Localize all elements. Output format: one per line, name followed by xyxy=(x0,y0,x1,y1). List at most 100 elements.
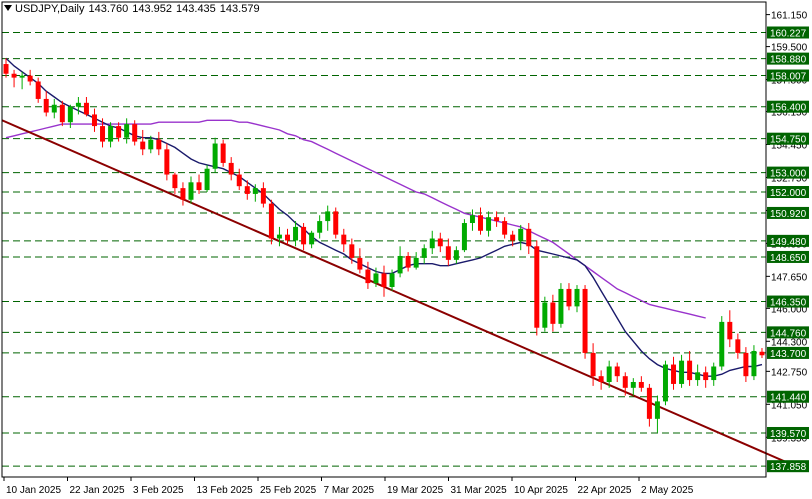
close-value: 143.579 xyxy=(219,3,260,15)
candle-down xyxy=(598,376,604,382)
candle-down xyxy=(671,364,677,384)
y-tick-label: 154.450 xyxy=(771,141,808,152)
candle-up xyxy=(751,350,757,377)
y-tick-label: 156.150 xyxy=(771,108,808,119)
candle-up xyxy=(558,288,564,324)
level-tag-label: 158.880 xyxy=(770,55,807,66)
y-tick-label: 144.300 xyxy=(771,337,808,348)
x-tick-label: 10 Apr 2025 xyxy=(514,485,568,496)
level-tag xyxy=(767,69,809,82)
candle-down xyxy=(743,352,749,377)
x-tick-label: 22 Apr 2025 xyxy=(578,485,632,496)
candle-up xyxy=(325,211,331,222)
x-tick-label: 3 Feb 2025 xyxy=(133,485,184,496)
candle-up xyxy=(453,250,459,260)
fast-ma-line xyxy=(5,57,763,377)
y-tick-label: 159.500 xyxy=(771,43,808,54)
high-value: 143.952 xyxy=(132,3,173,15)
candle-up xyxy=(518,228,524,241)
candle-down xyxy=(445,246,451,260)
level-tags: 160.227 158.880 158.007 156.400 154.750 153.0… xyxy=(767,26,809,473)
candle-down xyxy=(478,215,483,231)
low-value: 143.435 xyxy=(176,3,216,15)
candle-up xyxy=(421,248,427,258)
candle-down xyxy=(349,244,355,258)
candle-down xyxy=(140,141,146,150)
candle-up xyxy=(711,366,717,381)
candle-down xyxy=(727,321,733,340)
y-tick-label: 161.150 xyxy=(771,11,808,22)
candle-down xyxy=(494,217,500,222)
candle-down xyxy=(357,257,363,270)
candle-down xyxy=(622,376,628,388)
plot-border xyxy=(1,1,767,478)
y-tick-label: 141.050 xyxy=(771,400,808,411)
y-tick-label: 142.750 xyxy=(771,367,808,378)
x-tick-label: 2 May 2025 xyxy=(641,485,694,496)
candle-up xyxy=(486,217,492,231)
candle-up xyxy=(429,238,435,249)
candle-down xyxy=(132,124,138,142)
candle-up xyxy=(606,366,612,382)
candle-down xyxy=(172,174,178,189)
level-tag-label: 144.760 xyxy=(770,328,807,339)
candle-up xyxy=(630,382,636,388)
candle-up xyxy=(212,143,218,169)
level-tag-label: 154.750 xyxy=(770,135,807,146)
candle-up xyxy=(389,273,395,287)
candle-down xyxy=(687,360,693,381)
level-tag xyxy=(767,390,809,403)
candle-down xyxy=(614,366,620,377)
candle-down xyxy=(268,203,274,239)
candle-down xyxy=(638,382,644,388)
candle-down xyxy=(381,273,387,287)
candle-down xyxy=(566,288,572,307)
candle-down xyxy=(236,174,242,187)
candle-down xyxy=(228,162,234,175)
candle-down xyxy=(244,186,250,194)
candle-down xyxy=(164,149,170,175)
candle-up xyxy=(654,401,660,419)
horizontal-levels xyxy=(2,31,766,467)
candle-up xyxy=(695,372,701,381)
candle-down xyxy=(285,234,290,241)
level-tag xyxy=(767,100,809,113)
candle-down xyxy=(333,211,339,235)
slow-moving-average xyxy=(5,119,706,319)
collapse-triangle-icon[interactable] xyxy=(4,5,12,11)
candle-up xyxy=(413,257,419,268)
candle-down xyxy=(91,114,97,127)
candle-down xyxy=(83,102,89,115)
candle-down xyxy=(196,182,202,191)
candle-up xyxy=(679,360,685,384)
candle-up xyxy=(75,102,81,107)
level-tag xyxy=(767,234,809,247)
candle-down xyxy=(301,226,307,245)
candle-up xyxy=(373,273,379,284)
candle-up xyxy=(662,364,668,402)
x-tick-label: 25 Feb 2025 xyxy=(260,485,317,496)
y-tick-label: 152.750 xyxy=(771,173,808,184)
candle-down xyxy=(510,234,516,241)
axes xyxy=(1,1,770,481)
level-tag-label: 146.350 xyxy=(770,298,807,309)
candle-down xyxy=(43,98,49,113)
candle-down xyxy=(35,81,41,99)
symbol-label: USDJPY,Daily xyxy=(15,3,85,15)
candle-down xyxy=(11,73,17,78)
level-tag xyxy=(767,326,809,339)
candle-up xyxy=(574,288,580,307)
candle-down xyxy=(550,302,556,324)
level-tag-label: 137.858 xyxy=(770,462,807,473)
candle-up xyxy=(309,232,315,245)
level-tag-label: 156.400 xyxy=(770,103,807,114)
candle-down xyxy=(759,351,765,356)
level-tag xyxy=(767,250,809,263)
candle-up xyxy=(317,221,323,233)
candle-down xyxy=(260,188,266,204)
symbol-header: USDJPY,Daily 143.760 143.952 143.435 143.579 xyxy=(4,3,264,15)
level-tag-label: 160.227 xyxy=(770,28,807,39)
candle-up xyxy=(461,223,467,251)
candle-up xyxy=(19,75,25,78)
